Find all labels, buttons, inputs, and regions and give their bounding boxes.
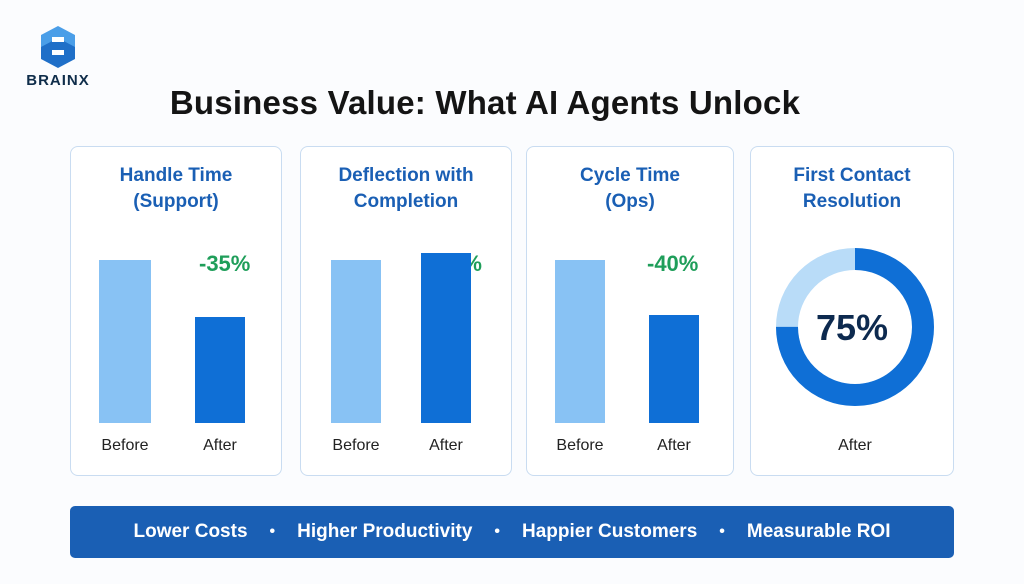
footer-item: Higher Productivity: [297, 521, 473, 542]
chart-card-cycle-time: Cycle Time (Ops) -40% Before After: [526, 146, 734, 476]
page-title: Business Value: What AI Agents Unlock: [169, 84, 801, 121]
category-label-after: After: [657, 437, 691, 454]
footer-item: Happier Customers: [522, 521, 698, 542]
chart-title: Deflection with Completion: [338, 165, 474, 212]
change-label: -35%: [199, 251, 251, 276]
category-label-after: After: [203, 437, 237, 454]
category-label-after: After: [838, 437, 872, 454]
bar-before: [99, 260, 151, 423]
category-label-after: After: [429, 437, 463, 454]
footer-banner: Lower Costs • Higher Productivity • Happ…: [70, 506, 954, 558]
category-label-before: Before: [556, 437, 604, 454]
donut-arc-value: [776, 248, 934, 406]
bar-before: [555, 260, 605, 423]
donut-chart: [776, 248, 934, 406]
brand-name: BRAINX: [26, 72, 90, 89]
bullet-separator: •: [494, 523, 500, 540]
category-label-before: Before: [332, 437, 380, 454]
brand-logo: BRAINX: [18, 26, 98, 89]
chart-title: First Contact Resolution: [793, 165, 911, 212]
chart-card-deflection: Deflection with Completion +60% Before A…: [300, 146, 512, 476]
footer-item: Measurable ROI: [746, 521, 891, 542]
chart-card-first-contact: First Contact Resolution 75% After: [750, 146, 954, 476]
category-label-before: Before: [101, 437, 149, 454]
bar-before: [331, 260, 381, 423]
bullet-separator: •: [269, 523, 276, 540]
bar-after: [649, 315, 699, 423]
bar-after: [195, 317, 245, 423]
change-label: -40%: [647, 251, 699, 276]
donut-value-label: 75%: [815, 307, 889, 348]
brainx-logo-icon: [41, 26, 75, 68]
chart-title: Handle Time (Support): [119, 165, 233, 212]
bullet-separator: •: [719, 523, 725, 540]
chart-card-handle-time: Handle Time (Support) -35% Before After: [70, 146, 282, 476]
footer-item: Lower Costs: [133, 521, 248, 542]
chart-title: Cycle Time (Ops): [580, 165, 680, 212]
bar-after: [421, 253, 471, 423]
